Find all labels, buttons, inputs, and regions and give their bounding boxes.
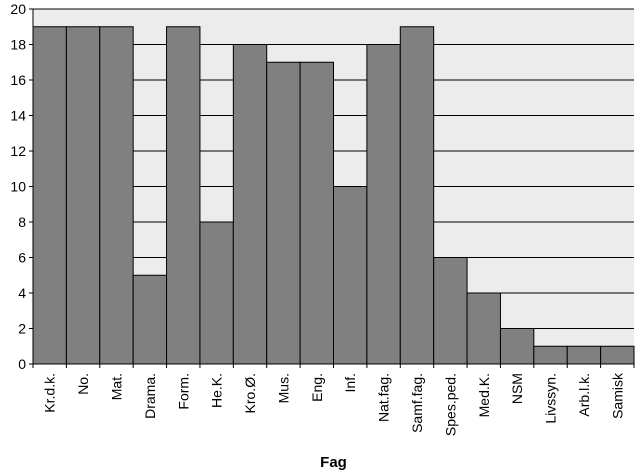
x-tick-label: Med.K. xyxy=(476,373,492,417)
y-tick-label: 2 xyxy=(18,321,26,337)
y-axis-ticks: 0 2 4 6 8 10 12 14 16 18 20 xyxy=(10,1,33,372)
y-tick-label: 16 xyxy=(10,72,26,88)
x-tick-label: Spes.ped. xyxy=(442,373,458,436)
bar xyxy=(166,26,201,365)
y-tick-label: 0 xyxy=(18,356,26,372)
x-tick-label: Drama. xyxy=(142,373,158,419)
x-tick-label: Mat. xyxy=(108,373,124,400)
x-tick-label: Livssyn. xyxy=(543,373,559,424)
bar xyxy=(299,61,335,365)
y-tick-label: 6 xyxy=(18,250,26,266)
x-tick-label: He.K. xyxy=(209,373,225,408)
x-tick-label: Kro.Ø. xyxy=(242,373,258,413)
bar xyxy=(366,44,401,365)
x-tick-label: Kr.d.k. xyxy=(42,373,58,413)
x-tick-label: No. xyxy=(75,373,91,395)
x-tick-label: Samf.fag. xyxy=(409,373,425,433)
bar xyxy=(65,26,101,365)
x-axis-ticks: Kr.d.k. No. Mat. Drama. Form. He.K. Kro.Ø. Mus.… xyxy=(32,364,635,436)
x-tick-label: NSM xyxy=(509,373,525,404)
bar xyxy=(433,257,468,365)
bar xyxy=(399,26,435,365)
bar xyxy=(499,328,535,365)
y-tick-label: 12 xyxy=(10,143,26,159)
bar xyxy=(232,44,268,365)
bar xyxy=(533,345,568,365)
bar xyxy=(32,26,67,365)
x-tick-label: Nat.fag. xyxy=(376,373,392,422)
y-tick-label: 20 xyxy=(10,1,26,17)
x-tick-label: Samisk xyxy=(609,372,625,419)
bar xyxy=(600,345,635,365)
x-tick-label: Arb.l.k. xyxy=(576,373,592,417)
x-axis-title: Fag xyxy=(320,454,347,471)
y-tick-label: 10 xyxy=(10,179,26,195)
bar xyxy=(132,274,168,365)
y-tick-label: 18 xyxy=(10,37,26,53)
bar xyxy=(99,26,134,365)
bar xyxy=(266,61,301,365)
bar xyxy=(333,186,368,365)
bar xyxy=(466,292,501,365)
y-tick-label: 8 xyxy=(18,214,26,230)
x-tick-label: Inf. xyxy=(342,373,358,392)
x-tick-label: Eng. xyxy=(309,373,325,402)
y-tick-label: 4 xyxy=(18,285,26,301)
bar xyxy=(566,345,602,365)
y-tick-label: 14 xyxy=(10,108,26,124)
bar xyxy=(199,221,234,365)
x-tick-label: Form. xyxy=(175,373,191,410)
bars xyxy=(32,26,635,365)
x-tick-label: Mus. xyxy=(275,373,291,403)
